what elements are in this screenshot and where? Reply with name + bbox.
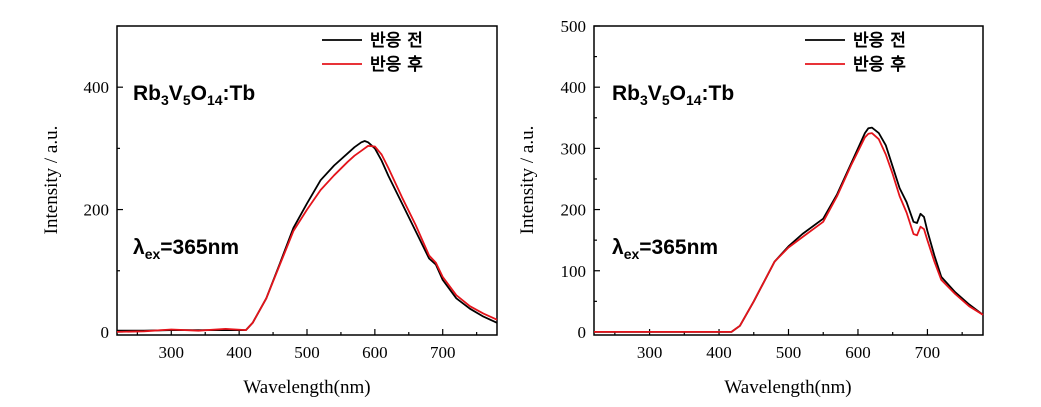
- compound-part-o: O: [191, 82, 207, 105]
- x-tick-label: 700: [915, 343, 941, 362]
- excitation-label: λex=365nm: [612, 236, 718, 262]
- series-line-after: [594, 132, 984, 333]
- chart-right: 0 100 200 300 400 500 300 400 500 600 700 Wavelen…: [517, 17, 984, 398]
- x-tick-label: 700: [430, 343, 456, 362]
- legend: 반응 전 반응 후: [805, 31, 906, 75]
- x-tick-label: 600: [362, 343, 388, 362]
- compound-sub-3: 3: [161, 92, 169, 108]
- legend-label-before: 반응 전: [853, 31, 906, 51]
- legend-label-after: 반응 후: [853, 54, 906, 75]
- series-layer: [116, 140, 498, 333]
- x-tick-label: 400: [706, 343, 732, 362]
- x-axis: 300 400 500 600 700: [136, 329, 478, 362]
- plot-frame: [593, 25, 984, 336]
- x-axis-title: Wavelength(nm): [243, 377, 370, 398]
- y-axis-title: Intensity / a.u.: [41, 126, 62, 235]
- excitation-label: λex=365nm: [133, 236, 239, 262]
- chart-left: 0 200 400 300 400 500 600 700 Wavelength(nm) I…: [41, 25, 498, 398]
- series-layer: [594, 126, 984, 333]
- lambda-subscript: ex: [145, 246, 161, 262]
- y-axis: 0 100 200 300 400 500: [561, 17, 600, 342]
- compound-sub-5: 5: [183, 92, 191, 108]
- x-tick-label: 300: [637, 343, 663, 362]
- compound-label: Rb3V5O14:Tb: [612, 82, 734, 108]
- x-tick-label: 300: [159, 343, 185, 362]
- plot-frame: [116, 25, 498, 336]
- legend: 반응 전 반응 후: [322, 31, 423, 75]
- y-tick-label: 200: [561, 201, 587, 220]
- y-axis-title: Intensity / a.u.: [517, 126, 538, 235]
- compound-dopant: :Tb: [702, 82, 735, 105]
- y-axis: 0 200 400: [84, 25, 123, 342]
- compound-sub-14: 14: [686, 92, 702, 108]
- legend-label-after: 반응 후: [370, 54, 423, 75]
- compound-dopant: :Tb: [223, 82, 256, 105]
- y-tick-label: 200: [84, 201, 110, 220]
- compound-part-rb: Rb: [612, 82, 640, 105]
- compound-sub-5: 5: [662, 92, 670, 108]
- lambda-subscript: ex: [624, 246, 640, 262]
- compound-part-o: O: [670, 82, 686, 105]
- lambda-symbol: λ: [133, 236, 145, 259]
- compound-part-rb: Rb: [133, 82, 161, 105]
- x-tick-label: 600: [845, 343, 871, 362]
- y-tick-label: 400: [84, 78, 110, 97]
- compound-part-v: V: [648, 82, 662, 105]
- lambda-symbol: λ: [612, 236, 624, 259]
- legend-label-before: 반응 전: [370, 31, 423, 51]
- excitation-value: =365nm: [160, 236, 239, 259]
- series-line-after: [116, 144, 498, 333]
- excitation-value: =365nm: [639, 236, 718, 259]
- compound-part-v: V: [169, 82, 183, 105]
- x-axis: 300 400 500 600 700: [614, 329, 963, 362]
- x-tick-label: 400: [226, 343, 252, 362]
- x-axis-title: Wavelength(nm): [724, 377, 851, 398]
- y-tick-label: 100: [561, 262, 587, 281]
- compound-sub-14: 14: [207, 92, 223, 108]
- y-tick-label: 0: [101, 323, 110, 342]
- x-tick-label: 500: [776, 343, 802, 362]
- y-tick-label: 400: [561, 78, 587, 97]
- compound-label: Rb3V5O14:Tb: [133, 82, 255, 108]
- compound-sub-3: 3: [640, 92, 648, 108]
- x-tick-label: 500: [294, 343, 320, 362]
- y-tick-label: 300: [561, 139, 587, 158]
- y-tick-label: 500: [561, 17, 587, 36]
- y-tick-label: 0: [578, 323, 587, 342]
